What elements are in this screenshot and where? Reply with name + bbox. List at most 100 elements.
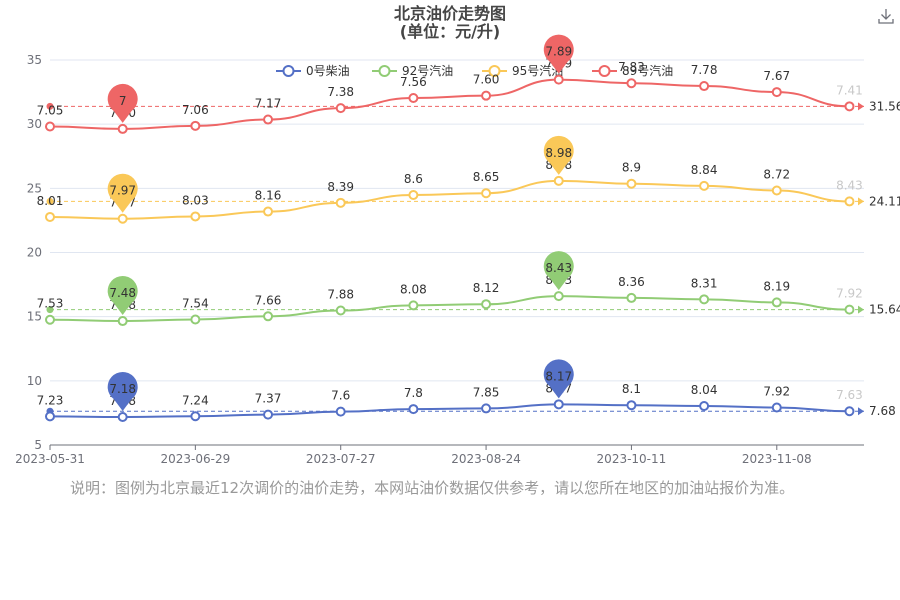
max-pin: [543, 135, 574, 175]
data-point: [771, 185, 782, 196]
data-label: 7.83: [618, 60, 645, 74]
data-point: [844, 101, 855, 112]
data-point: [481, 299, 492, 310]
x-tick-label: 2023-07-27: [306, 452, 376, 466]
data-point: [335, 103, 346, 114]
data-label: 7.89: [545, 57, 572, 71]
data-point: [844, 196, 855, 207]
data-label: 8.65: [473, 170, 500, 184]
min-pin-label: 7.48: [109, 286, 136, 300]
mark-line-start: [46, 102, 54, 110]
max-pin-label: 8.98: [545, 146, 572, 160]
data-point: [117, 412, 128, 423]
data-label: 7.18: [109, 394, 136, 408]
data-point: [481, 188, 492, 199]
data-label: 7.8: [404, 386, 423, 400]
y-tick-label: 15: [27, 310, 42, 324]
x-tick-label: 2023-05-31: [15, 452, 85, 466]
data-label: 8.19: [763, 279, 790, 293]
data-point: [844, 406, 855, 417]
data-point: [190, 211, 201, 222]
data-label: 7.56: [400, 75, 427, 89]
data-point: [408, 404, 419, 415]
series-line: [49, 403, 850, 419]
data-label: 7.05: [37, 103, 64, 117]
series-line: [49, 295, 850, 323]
data-label: 7.60: [473, 73, 500, 87]
data-label: 8.98: [545, 158, 572, 172]
legend-label: 95号汽油: [512, 63, 563, 78]
max-pin-label: 8.43: [545, 261, 572, 275]
data-label: 8.31: [691, 276, 718, 290]
data-label: 7.41: [836, 83, 863, 97]
data-point: [117, 123, 128, 134]
data-point: [626, 292, 637, 303]
data-label: 8.01: [37, 194, 64, 208]
mark-line-arrow: [858, 102, 864, 111]
max-pin: [543, 359, 574, 399]
min-pin-label: 7.18: [109, 382, 136, 396]
data-label: 8.17: [545, 381, 572, 395]
data-point: [263, 409, 274, 420]
data-point: [844, 304, 855, 315]
legend-label: 89号汽油: [622, 63, 673, 78]
mark-line-arrow: [858, 197, 864, 206]
data-label: 8.12: [473, 281, 500, 295]
x-tick-label: 2023-08-24: [451, 452, 521, 466]
data-label: 7.97: [109, 196, 136, 210]
legend-label: 0号柴油: [306, 64, 350, 78]
data-point: [481, 403, 492, 414]
y-tick-label: 5: [34, 438, 42, 452]
data-label: 7.54: [182, 296, 209, 310]
data-label: 8.9: [622, 161, 641, 175]
data-label: 7.23: [37, 393, 64, 407]
data-point: [626, 400, 637, 411]
download-icon[interactable]: [876, 6, 896, 26]
data-label: 7.17: [255, 97, 282, 111]
data-point: [263, 114, 274, 125]
min-pin-label: 7: [119, 94, 127, 108]
legend-swatch-marker: [378, 65, 391, 77]
data-point: [553, 175, 564, 186]
min-pin: [107, 173, 138, 213]
data-point: [771, 402, 782, 413]
data-point: [626, 78, 637, 89]
x-tick-label: 2023-10-11: [597, 452, 667, 466]
data-label: 7.66: [255, 293, 282, 307]
chart-subtitle: (单位：元/升): [399, 22, 501, 41]
mark-line-label: 31.56: [869, 99, 900, 113]
series-line: [49, 78, 850, 130]
data-point: [408, 190, 419, 201]
legend-swatch-marker: [488, 65, 501, 77]
data-point: [45, 314, 55, 325]
data-label: 7.06: [182, 103, 209, 117]
data-point: [699, 81, 710, 92]
data-point: [45, 411, 55, 422]
chart-title: 北京油价走势图: [393, 4, 506, 23]
data-point: [771, 297, 782, 308]
series-line: [49, 179, 850, 220]
data-label: 8.1: [622, 382, 641, 396]
data-label: 7.6: [331, 389, 350, 403]
data-point: [553, 399, 564, 410]
data-point: [190, 120, 201, 131]
data-label: 7.85: [473, 385, 500, 399]
y-tick-label: 10: [27, 374, 42, 388]
data-label: 7.53: [37, 297, 64, 311]
data-label: 8.03: [182, 193, 209, 207]
legend-swatch-marker: [598, 65, 611, 77]
data-point: [481, 90, 492, 101]
data-point: [45, 211, 55, 222]
data-label: 8.08: [400, 282, 427, 296]
y-tick-label: 25: [27, 181, 42, 195]
data-label: 7.48: [109, 298, 136, 312]
data-label: 7.92: [763, 385, 790, 399]
data-label: 8.36: [618, 275, 645, 289]
data-label: 7.63: [836, 388, 863, 402]
data-point: [408, 300, 419, 311]
data-point: [190, 314, 201, 325]
data-label: 8.72: [763, 168, 790, 182]
data-label: 7.88: [327, 288, 354, 302]
mark-line-start: [46, 407, 54, 415]
